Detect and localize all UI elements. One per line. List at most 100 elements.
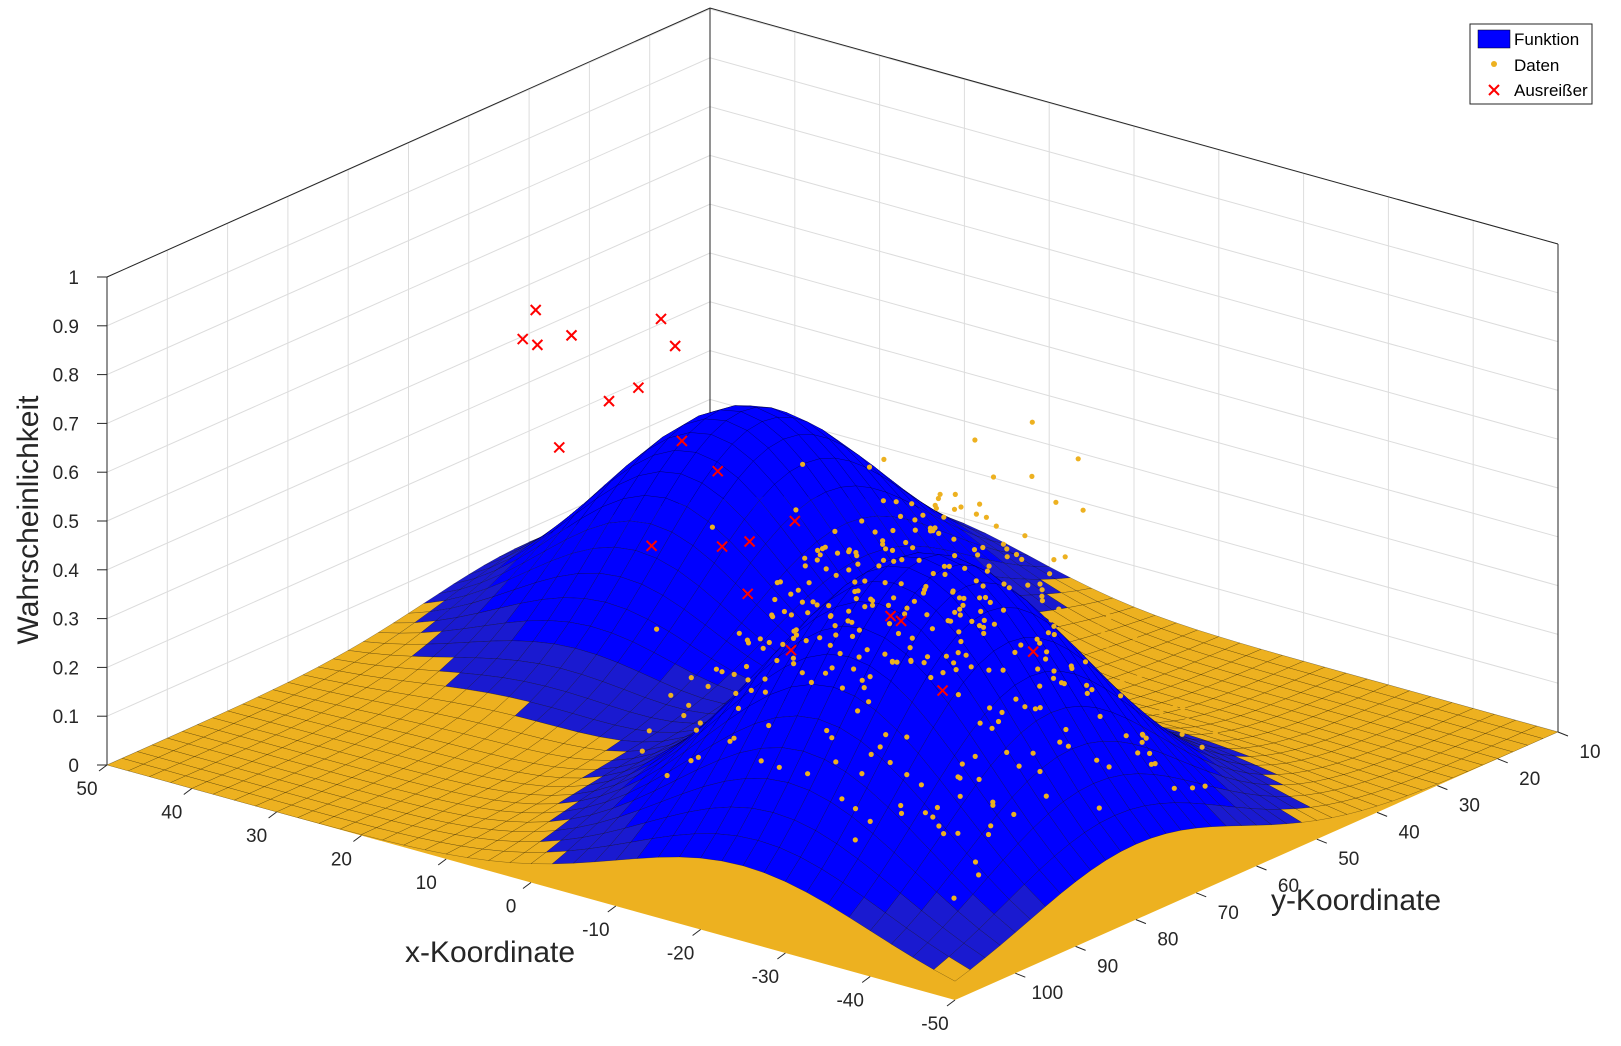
data-point: [1029, 419, 1035, 425]
data-point: [822, 670, 829, 676]
data-point: [1037, 683, 1043, 689]
data-point: [1004, 554, 1010, 560]
data-point: [951, 660, 957, 666]
data-point: [953, 667, 959, 673]
outlier-stroke: [743, 535, 756, 548]
data-point: [849, 619, 855, 625]
data-point: [1043, 656, 1049, 662]
data-point: [891, 595, 897, 601]
data-point: [1019, 556, 1025, 563]
y-tick-label: 70: [1218, 903, 1239, 924]
data-point: [1051, 631, 1057, 638]
data-point: [904, 605, 910, 611]
outlier-stroke: [789, 515, 801, 527]
data-point: [736, 630, 742, 636]
legend-marker-ausreisser: [1488, 84, 1500, 96]
data-point: [1179, 731, 1185, 737]
x-tick-mark: [946, 999, 956, 1007]
x-tick-label: 40: [161, 803, 182, 824]
legend-label-funktion: Funktion: [1514, 30, 1579, 49]
data-point: [776, 764, 782, 770]
data-point: [1029, 473, 1035, 479]
data-point: [1035, 666, 1041, 672]
data-point: [852, 837, 858, 843]
data-point: [1082, 659, 1089, 665]
tick-labels-layer: 00.10.20.30.40.50.60.70.80.9150403020100…: [53, 268, 1601, 1035]
x-tick-mark: [268, 811, 277, 819]
data-point: [883, 546, 889, 552]
data-point: [1148, 761, 1154, 767]
data-point: [1065, 743, 1071, 749]
data-point: [1044, 649, 1050, 655]
data-point: [1000, 667, 1006, 673]
data-point: [980, 624, 987, 630]
data-point: [731, 671, 737, 678]
data-point: [762, 689, 769, 695]
data-point: [745, 677, 751, 683]
data-point: [885, 602, 892, 609]
data-point: [889, 658, 896, 664]
data-point: [973, 578, 979, 584]
outlier-marker: [716, 540, 728, 553]
data-point: [719, 669, 725, 675]
data-point: [891, 558, 897, 564]
data-point: [952, 491, 958, 497]
data-point: [952, 553, 958, 559]
data-point: [1119, 677, 1125, 684]
data-point: [1030, 750, 1036, 756]
data-point: [805, 771, 811, 777]
data-point: [872, 529, 878, 535]
data-point: [757, 636, 763, 642]
data-point: [989, 725, 995, 731]
data-point: [958, 638, 964, 645]
z-tick-label: 0.6: [53, 463, 79, 484]
data-point: [832, 623, 838, 629]
data-point: [803, 638, 809, 644]
legend-marker-daten: [1491, 61, 1497, 67]
z-tick-label: 0.2: [53, 658, 79, 679]
data-point: [959, 761, 965, 767]
data-point: [846, 547, 853, 553]
data-point: [1080, 507, 1086, 513]
x-tick-label: 20: [331, 850, 352, 871]
z-axis-label: Wahrscheinlichkeit: [12, 395, 45, 645]
y-tick-label: 10: [1579, 742, 1600, 763]
outlier-marker: [669, 340, 681, 352]
data-point: [1118, 693, 1124, 699]
data-point: [815, 547, 821, 554]
data-point: [1184, 717, 1191, 723]
data-point: [1104, 642, 1110, 648]
data-point: [1084, 690, 1090, 697]
data-point: [941, 514, 947, 520]
x-tick-mark: [861, 976, 871, 983]
data-point: [1006, 585, 1012, 591]
data-point: [897, 513, 904, 520]
data-point: [808, 679, 815, 686]
data-point: [1189, 785, 1196, 791]
data-point: [1172, 704, 1178, 710]
data-point: [1039, 587, 1045, 593]
outlier-marker: [516, 333, 529, 345]
data-point: [864, 647, 870, 653]
data-point: [978, 608, 984, 615]
data-point: [1139, 739, 1145, 745]
outlier-marker: [676, 435, 688, 447]
data-point: [868, 596, 874, 602]
data-point: [993, 523, 999, 529]
data-point: [1106, 617, 1112, 623]
data-point: [912, 517, 918, 523]
data-point: [898, 581, 904, 587]
data-point: [957, 793, 963, 799]
data-point: [910, 545, 916, 551]
data-point: [1135, 750, 1141, 756]
data-point: [695, 754, 702, 760]
outlier-marker: [553, 441, 565, 454]
y-tick-mark: [1497, 758, 1508, 764]
outlier-stroke: [712, 465, 724, 477]
data-point: [1053, 499, 1059, 505]
data-point: [1171, 785, 1177, 791]
data-point: [1013, 551, 1020, 558]
z-tick-label: 0.5: [53, 512, 79, 533]
data-point: [951, 506, 958, 512]
data-point: [990, 474, 997, 480]
